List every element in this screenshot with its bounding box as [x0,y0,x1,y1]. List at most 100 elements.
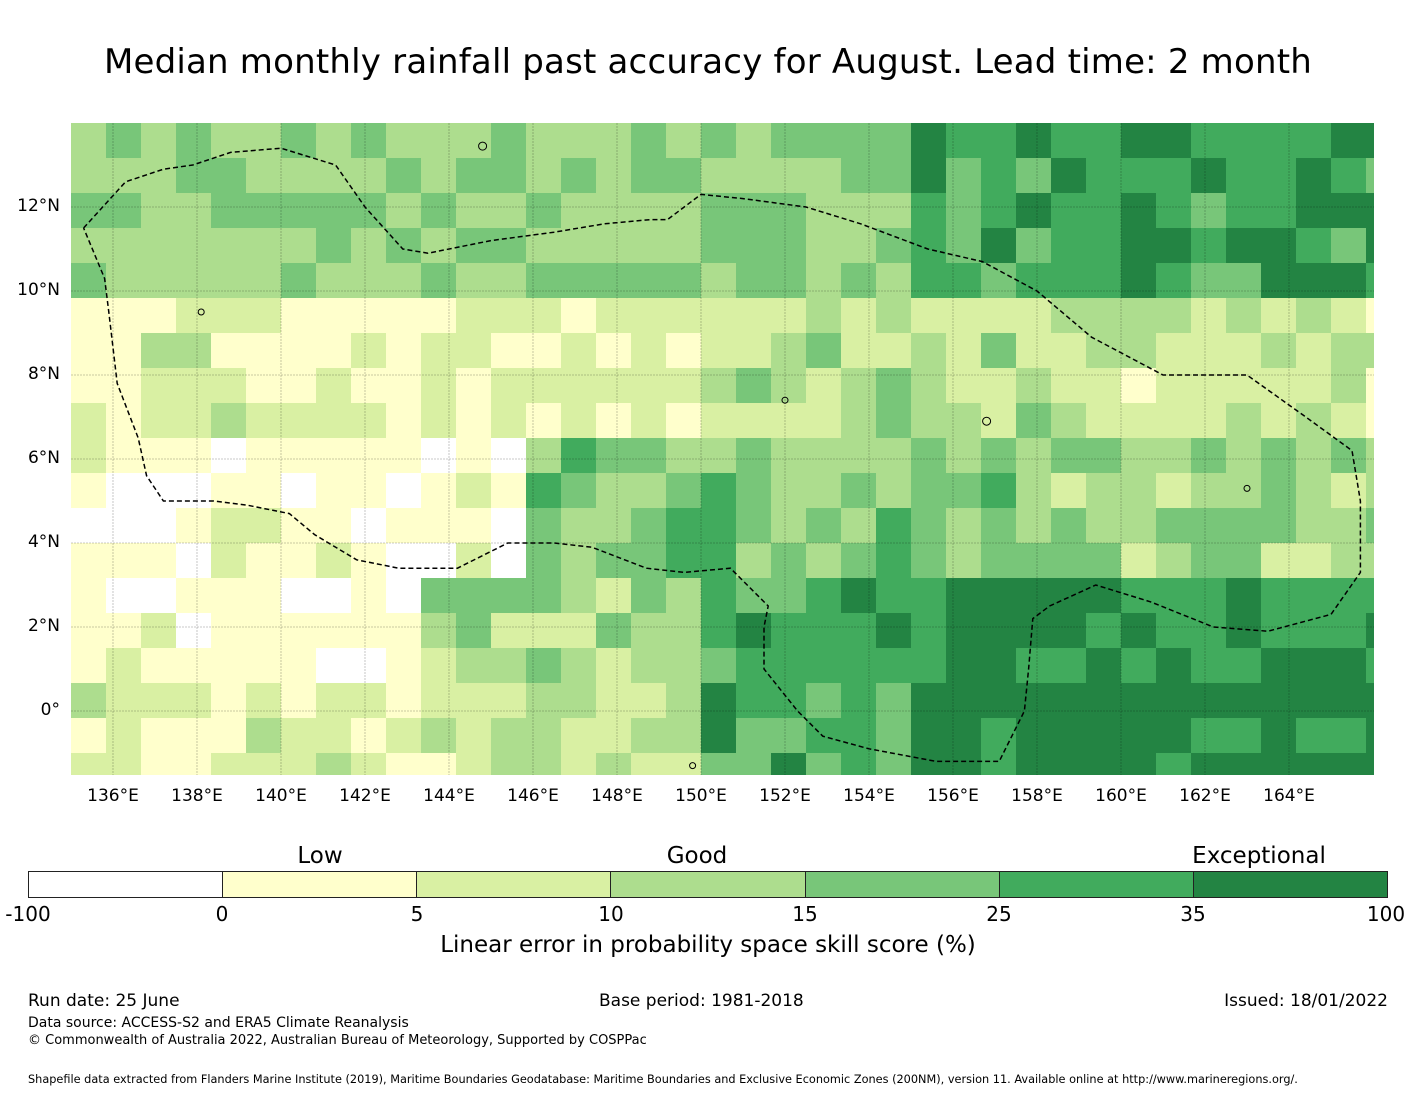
grid-cell [491,648,527,684]
legend-tick: -100 [5,902,51,926]
grid-cell [1121,368,1157,404]
grid-cell [1121,403,1157,439]
grid-cell [526,543,562,579]
grid-cell [876,403,912,439]
grid-cell [386,263,422,299]
grid-cell [596,333,632,369]
grid-cell [1226,368,1262,404]
grid-cell [351,333,387,369]
grid-cell [456,753,492,775]
grid-cell [456,648,492,684]
lat-label-4n: 4°N [27,532,60,552]
grid-cell [1086,123,1122,159]
grid-cell [421,403,457,439]
grid-cell [456,263,492,299]
grid-cell [421,123,457,159]
grid-cell [176,718,212,754]
grid-cell [911,403,947,439]
grid-cell [316,158,352,194]
grid-cell [491,298,527,334]
grid-cell [771,263,807,299]
lon-label-148e: 148°E [591,786,643,806]
grid-cell [1226,543,1262,579]
grid-cell [491,158,527,194]
grid-cell [631,753,667,775]
grid-cell [771,578,807,614]
grid-cell [1226,718,1262,754]
grid-cell [1086,508,1122,544]
grid-cell [1226,578,1262,614]
grid-cell [876,298,912,334]
grid-cell [1261,403,1297,439]
grid-cell [666,228,702,264]
colorbar-segment [223,872,418,897]
grid-cell [71,753,107,775]
grid-cell [1086,403,1122,439]
lat-label-12n: 12°N [17,196,60,216]
grid-cell [1156,228,1192,264]
grid-cell [946,263,982,299]
grid-cell [561,753,597,775]
grid-cell [666,298,702,334]
grid-cell [246,753,282,775]
grid-cell [946,508,982,544]
grid-cell [1016,683,1052,719]
grid-cell [981,403,1017,439]
grid-cell [561,368,597,404]
grid-cell [1261,683,1297,719]
grid-cell [211,263,247,299]
lon-label-138e: 138°E [171,786,223,806]
lon-label-144e: 144°E [423,786,475,806]
grid-cell [631,508,667,544]
legend-tick: 25 [986,902,1012,926]
grid-cell [666,333,702,369]
lon-label-136e: 136°E [87,786,139,806]
grid-cell [211,613,247,649]
grid-cell [421,298,457,334]
grid-cell [351,543,387,579]
grid-cell [351,123,387,159]
island-outline [689,762,697,770]
island-outline [781,396,789,404]
grid-cell [841,368,877,404]
grid-cell [631,298,667,334]
grid-cell [386,473,422,509]
grid-cell [316,438,352,474]
grid-cell [1296,333,1332,369]
grid-cell [736,333,772,369]
grid-cell [106,228,142,264]
grid-cell [1191,683,1227,719]
grid-cell [701,403,737,439]
grid-cell [946,543,982,579]
grid-cell [841,718,877,754]
grid-cell [876,473,912,509]
grid-cell [491,753,527,775]
grid-cell [1331,543,1367,579]
grid-cell [421,683,457,719]
grid-cell [421,613,457,649]
grid-cell [1296,228,1332,264]
grid-cell [1051,578,1087,614]
grid-cell [106,193,142,229]
grid-cell [1191,508,1227,544]
grid-cell [1121,263,1157,299]
grid-cell [141,158,177,194]
lon-label-146e: 146°E [507,786,559,806]
grid-cell [771,753,807,775]
grid-cell [491,123,527,159]
grid-cell [876,578,912,614]
grid-cell [666,473,702,509]
grid-cell [596,368,632,404]
grid-cell [386,368,422,404]
grid-cell [1331,438,1367,474]
grid-cell [911,263,947,299]
grid-cell [701,578,737,614]
colorbar-segment [999,872,1194,897]
grid-cell [1016,368,1052,404]
grid-cell [1086,753,1122,775]
grid-cell [806,123,842,159]
grid-cell [1156,508,1192,544]
grid-cell [1051,158,1087,194]
grid-cell [596,613,632,649]
grid-cell [946,193,982,229]
